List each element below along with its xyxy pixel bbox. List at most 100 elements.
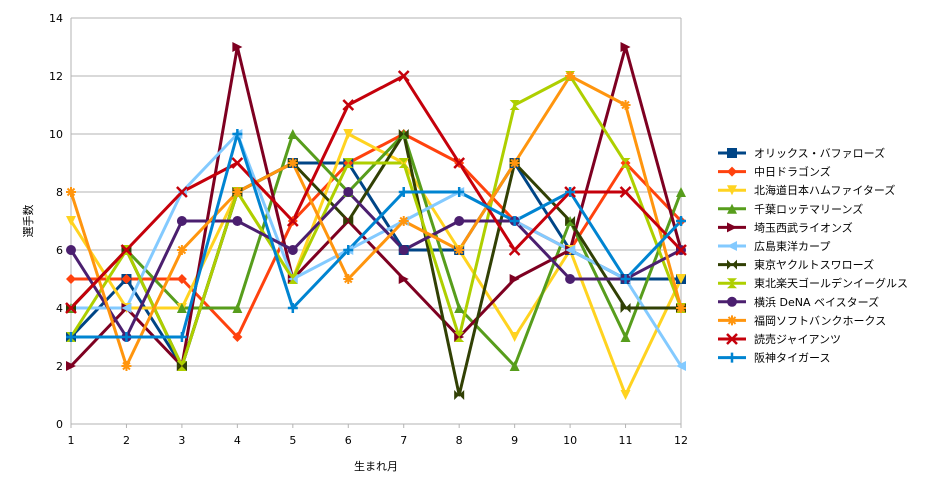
x-tick-label: 12 (674, 434, 688, 447)
legend-swatch-marker (727, 222, 737, 233)
data-point-marker (398, 187, 409, 197)
data-point-marker (343, 129, 354, 139)
data-point-marker (620, 100, 631, 110)
y-axis-title: 選手数 (21, 205, 35, 238)
data-point-marker (66, 216, 76, 226)
data-point-marker (453, 157, 466, 169)
legend-label: 読売ジャイアンツ (754, 332, 841, 346)
data-point-marker (121, 332, 132, 342)
data-point-marker (676, 216, 686, 226)
x-tick-label: 4 (234, 434, 241, 447)
data-point-marker (287, 158, 298, 168)
legend: オリックス・バファローズ中日ドラゴンズ北海道日本ハムファイターズ千葉ロッテマリー… (718, 146, 908, 365)
data-point-marker (398, 245, 409, 255)
data-point-marker (232, 187, 243, 197)
x-tick-label: 1 (68, 434, 75, 447)
data-point-marker (343, 216, 354, 226)
data-point-marker (176, 216, 187, 226)
data-point-marker (176, 361, 187, 371)
x-tick-label: 2 (123, 434, 130, 447)
data-point-marker (343, 158, 354, 168)
legend-swatch-marker (727, 203, 737, 214)
data-point-marker (66, 332, 76, 342)
y-tick-label: 14 (49, 12, 63, 25)
legend-swatch-marker (727, 241, 737, 251)
x-tick-label: 3 (178, 434, 185, 447)
legend-swatch-marker (727, 259, 737, 270)
legend-swatch-marker (727, 278, 737, 289)
legend-entry: 横浜 DeNA ベイスターズ (718, 295, 879, 309)
data-point-marker (343, 245, 354, 255)
legend-entry: 東北楽天ゴールデンイーグルス (718, 276, 908, 290)
data-point-marker (620, 42, 631, 52)
legend-label: 阪神タイガース (754, 351, 830, 365)
data-point-marker (398, 158, 409, 168)
legend-swatch-marker (727, 296, 737, 307)
series-lines (69, 45, 683, 397)
legend-entry: 中日ドラゴンズ (718, 165, 831, 179)
series-line-6 (69, 132, 683, 368)
data-point-marker (66, 245, 76, 255)
legend-entry: 福岡ソフトバンクホークス (718, 313, 886, 327)
data-point-marker (342, 99, 355, 111)
data-point-marker (176, 332, 187, 342)
data-point-marker (176, 303, 187, 313)
legend-swatch-marker (727, 315, 737, 326)
y-tick-label: 10 (49, 128, 63, 141)
data-point-marker (65, 302, 77, 314)
x-tick-label: 11 (619, 434, 633, 447)
legend-swatch-marker (727, 148, 737, 158)
x-tick-label: 7 (400, 434, 407, 447)
x-tick-label: 9 (511, 434, 518, 447)
x-axis-title: 生まれ月 (354, 459, 398, 473)
y-tick-label: 4 (56, 302, 63, 315)
data-point-marker (509, 361, 520, 371)
y-tick-label: 12 (49, 70, 63, 83)
data-point-marker (454, 216, 465, 226)
data-point-marker (287, 245, 298, 255)
series-line-8 (69, 74, 683, 368)
data-point-marker (287, 129, 298, 139)
data-point-marker (508, 244, 521, 256)
data-point-marker (509, 158, 520, 168)
series-markers (65, 42, 687, 400)
legend-label: オリックス・バファローズ (754, 146, 885, 160)
legend-entry: 読売ジャイアンツ (718, 332, 841, 346)
data-point-marker (286, 215, 299, 227)
data-point-marker (676, 361, 686, 371)
data-point-marker (620, 332, 631, 342)
data-point-marker (509, 216, 520, 226)
legend-entry: 埼玉西武ライオンズ (718, 220, 853, 234)
data-point-marker (565, 245, 576, 255)
data-point-marker (343, 274, 354, 284)
data-point-marker (66, 361, 76, 371)
legend-entry: 阪神タイガース (718, 351, 830, 365)
y-tick-label: 6 (56, 244, 63, 257)
data-point-marker (620, 303, 631, 313)
data-point-marker (620, 390, 631, 400)
legend-entry: 東京ヤクルトスワローズ (718, 258, 874, 272)
data-point-marker (232, 332, 243, 342)
legend-label: 東北楽天ゴールデンイーグルス (754, 276, 908, 290)
data-point-marker (231, 157, 244, 169)
data-point-marker (565, 187, 576, 197)
data-point-marker (176, 245, 187, 255)
data-point-marker (398, 129, 409, 139)
data-point-marker (232, 303, 243, 313)
data-point-marker (676, 187, 686, 197)
data-point-marker (287, 303, 298, 313)
legend-label: 中日ドラゴンズ (754, 165, 831, 179)
legend-entry: オリックス・バファローズ (718, 146, 885, 160)
data-point-marker (676, 274, 686, 284)
legend-label: 北海道日本ハムファイターズ (754, 183, 895, 197)
legend-label: 広島東洋カープ (754, 239, 830, 253)
data-point-marker (565, 274, 576, 284)
y-tick-label: 8 (56, 186, 63, 199)
data-point-marker (232, 216, 243, 226)
legend-swatch-marker (727, 166, 737, 177)
data-point-marker (343, 187, 354, 197)
legend-label: 東京ヤクルトスワローズ (754, 258, 874, 272)
data-point-marker (454, 187, 465, 197)
